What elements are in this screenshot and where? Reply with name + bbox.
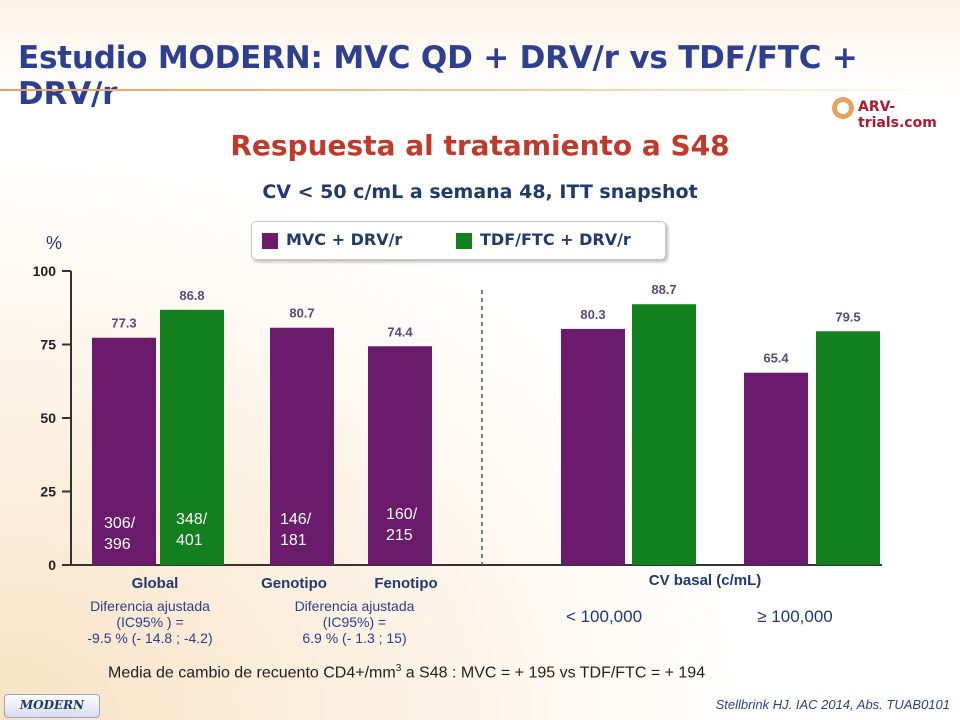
cd4-summary: Media de cambio de recuento CD4+/mm3 a S… xyxy=(108,663,705,682)
legend-swatch-mvc xyxy=(262,233,278,249)
note-genotipo-difference: Diferencia ajustada (IC95%) = 6.9 % (- 1.3… xyxy=(294,598,415,646)
chart-caption: CV < 50 c/mL a semana 48, ITT snapshot xyxy=(262,181,698,203)
bar xyxy=(270,327,334,565)
bar-count-label: 215 xyxy=(386,527,413,544)
bar-value-label: 74.4 xyxy=(387,324,413,339)
page-title: Estudio MODERN: MVC QD + DRV/r vs TDF/FT… xyxy=(18,40,858,112)
bar-count-label: 396 xyxy=(104,536,131,553)
bar-count-label: 146/ xyxy=(280,511,312,528)
bar xyxy=(632,304,696,565)
bar-count-label: 181 xyxy=(280,532,307,549)
logo-text: ARV-trials.com xyxy=(858,99,937,131)
bar xyxy=(368,346,432,565)
bar-value-label: 88.7 xyxy=(651,282,676,297)
bar-value-label: 80.7 xyxy=(289,306,314,321)
bar-value-label: 80.3 xyxy=(580,307,605,322)
bar-value-label: 79.5 xyxy=(835,309,860,324)
bar-value-label: 65.4 xyxy=(763,351,789,366)
modern-badge: MODERN xyxy=(4,694,100,718)
legend-label-mvc: MVC + DRV/r xyxy=(286,230,403,249)
bar-count-label: 401 xyxy=(176,532,203,549)
y-tick-label: 100 xyxy=(33,263,57,279)
legend-swatch-tdf xyxy=(456,233,472,249)
bar-count-label: 306/ xyxy=(104,515,136,532)
bar xyxy=(744,372,808,565)
y-tick-label: 25 xyxy=(40,484,56,500)
legend-label-tdf: TDF/FTC + DRV/r xyxy=(480,230,631,249)
bar xyxy=(160,309,224,565)
y-tick-label: 50 xyxy=(40,410,56,426)
cd4-superscript: 3 xyxy=(395,663,402,674)
note-global-difference: Diferencia ajustada (IC95% ) = -9.5 % (- 1… xyxy=(87,598,213,646)
badge-label: MODERN xyxy=(19,698,85,712)
bar-count-label: 348/ xyxy=(176,511,208,528)
y-tick-label: 0 xyxy=(48,557,56,573)
sub-category-label: < 100,000 xyxy=(566,607,642,626)
bar-value-label: 86.8 xyxy=(179,288,204,303)
category-label: Genotipo xyxy=(261,575,327,592)
cd4-prefix: Media de cambio de recuento CD4+/mm xyxy=(108,664,396,682)
reference: Stellbrink HJ. IAC 2014, Abs. TUAB0101 xyxy=(715,697,950,712)
category-label: Global xyxy=(132,575,179,592)
bar xyxy=(92,337,156,565)
chart-subtitle: Respuesta al tratamiento a S48 xyxy=(230,129,730,162)
bar xyxy=(561,328,625,565)
bar-count-label: 160/ xyxy=(386,506,418,523)
category-label: Fenotipo xyxy=(374,575,437,592)
title-divider xyxy=(0,89,960,91)
category-label: CV basal (c/mL) xyxy=(649,572,762,589)
arv-trials-logo xyxy=(832,97,854,119)
cd4-suffix: a S48 : MVC = + 195 vs TDF/FTC = + 194 xyxy=(401,664,706,682)
sub-category-label: ≥ 100,000 xyxy=(757,607,833,626)
y-tick-label: 75 xyxy=(40,337,56,353)
bar xyxy=(816,331,880,565)
y-axis-label: % xyxy=(46,233,62,253)
bar-value-label: 77.3 xyxy=(111,316,136,331)
chart-legend: MVC + DRV/r TDF/FTC + DRV/r xyxy=(251,221,666,260)
